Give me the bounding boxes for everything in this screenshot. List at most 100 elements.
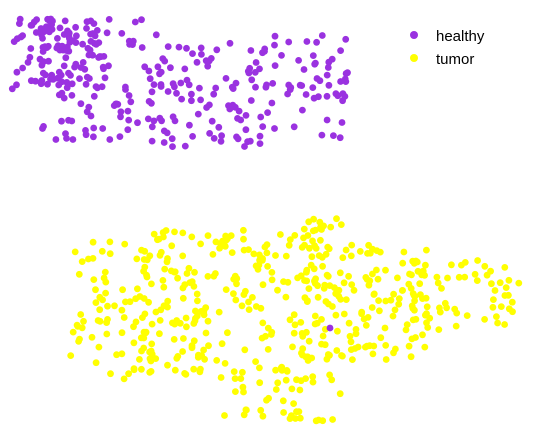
point-tumor [197,240,205,248]
point-tumor [71,248,79,256]
point-healthy [183,44,190,52]
point-tumor [143,273,151,281]
point-tumor [138,365,145,373]
point-healthy [164,88,172,95]
point-healthy [256,132,264,140]
point-tumor [473,277,481,284]
point-tumor [240,246,248,254]
point-healthy [290,123,298,131]
point-tumor [190,365,198,373]
point-tumor [272,366,279,374]
point-tumor [240,235,247,243]
point-tumor [194,297,201,305]
point-tumor [501,264,509,271]
point-tumor [488,280,495,288]
point-healthy [210,135,218,142]
point-healthy [52,136,60,143]
point-tumor [301,277,308,284]
point-healthy [215,123,223,131]
point-tumor [182,314,190,322]
point-healthy [83,25,90,32]
point-tumor [481,316,488,323]
point-tumor [88,333,96,341]
point-healthy [19,32,26,39]
point-tumor [176,319,184,327]
point-tumor [443,304,450,312]
point-tumor [324,351,332,358]
point-tumor [286,316,294,324]
point-healthy [100,53,108,60]
point-tumor [319,332,327,340]
point-tumor [315,252,323,259]
point-healthy [235,107,243,115]
point-tumor [434,279,442,287]
point-tumor [438,285,445,292]
point-healthy [177,79,185,87]
point-tumor [423,246,430,254]
point-tumor [92,359,100,367]
point-tumor [370,342,378,350]
point-tumor [213,357,221,364]
point-tumor [103,319,110,326]
point-healthy [318,32,326,39]
point-tumor [490,296,497,303]
point-tumor [505,276,513,284]
point-healthy [163,129,171,137]
point-tumor [394,274,401,282]
point-tumor [399,287,406,294]
point-tumor [202,329,210,337]
point-tumor [282,252,290,260]
point-tumor [174,274,182,282]
point-tumor [132,318,140,326]
point-tumor [324,243,332,251]
point-tumor [348,281,356,288]
point-healthy [210,90,218,98]
point-healthy [116,133,124,141]
point-tumor [351,345,359,352]
point-healthy [248,76,256,84]
point-tumor [256,364,263,372]
point-tumor [95,343,103,351]
point-tumor [340,279,348,287]
point-tumor [242,287,249,295]
point-healthy [129,41,136,48]
point-tumor [141,310,149,318]
point-tumor [403,321,411,328]
point-healthy [95,54,102,61]
point-tumor [280,409,287,416]
point-tumor [96,306,104,314]
point-tumor [339,254,347,262]
point-tumor [138,347,145,355]
point-tumor [113,351,120,359]
point-healthy [83,18,91,26]
point-healthy [158,117,166,125]
point-healthy [83,73,91,81]
point-healthy [53,44,61,52]
point-tumor [311,320,319,328]
point-healthy [213,46,221,54]
point-tumor [148,280,155,288]
point-tumor [140,256,148,263]
point-healthy [218,132,226,140]
point-healthy [45,57,52,65]
point-tumor [156,317,164,324]
point-tumor [274,286,281,294]
point-healthy [148,123,156,131]
point-healthy [171,83,178,91]
point-healthy [61,17,69,25]
point-tumor [239,383,247,391]
point-tumor [238,302,246,310]
point-tumor [104,302,111,310]
point-tumor [350,286,358,294]
point-healthy [259,123,267,130]
point-healthy [169,143,176,151]
point-healthy [160,139,168,146]
point-tumor [297,319,305,326]
point-tumor [137,334,145,342]
point-healthy [212,84,220,92]
point-healthy [124,126,132,134]
point-tumor [407,285,415,292]
point-healthy [65,116,72,124]
point-healthy [49,17,56,25]
point-tumor [416,280,424,288]
